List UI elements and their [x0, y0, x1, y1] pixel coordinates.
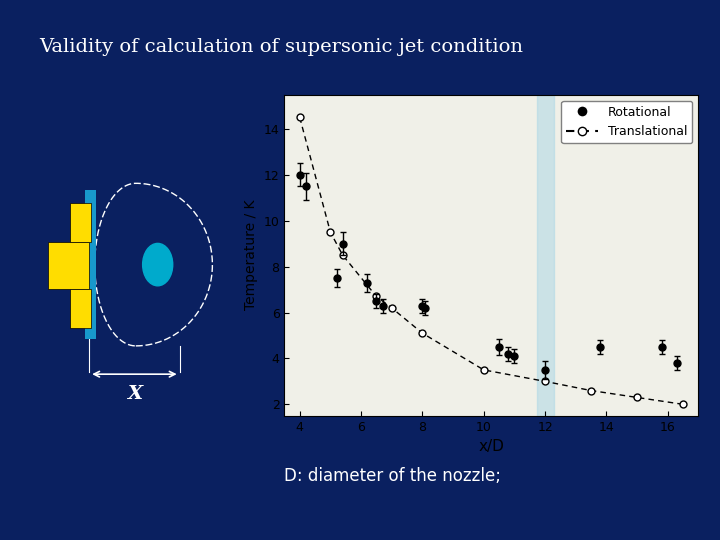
- Text: Validity of calculation of supersonic jet condition: Validity of calculation of supersonic je…: [40, 38, 523, 56]
- Legend: Rotational, Translational: Rotational, Translational: [562, 101, 692, 143]
- Y-axis label: Temperature / K: Temperature / K: [244, 200, 258, 310]
- Bar: [70, 202, 91, 241]
- Text: X: X: [127, 384, 142, 403]
- Ellipse shape: [143, 244, 173, 286]
- Bar: [70, 289, 91, 328]
- Bar: [537, 94, 554, 416]
- Bar: [85, 191, 96, 339]
- Bar: [48, 241, 89, 289]
- X-axis label: x/D: x/D: [479, 439, 504, 454]
- Text: D: diameter of the nozzle;: D: diameter of the nozzle;: [284, 467, 501, 485]
